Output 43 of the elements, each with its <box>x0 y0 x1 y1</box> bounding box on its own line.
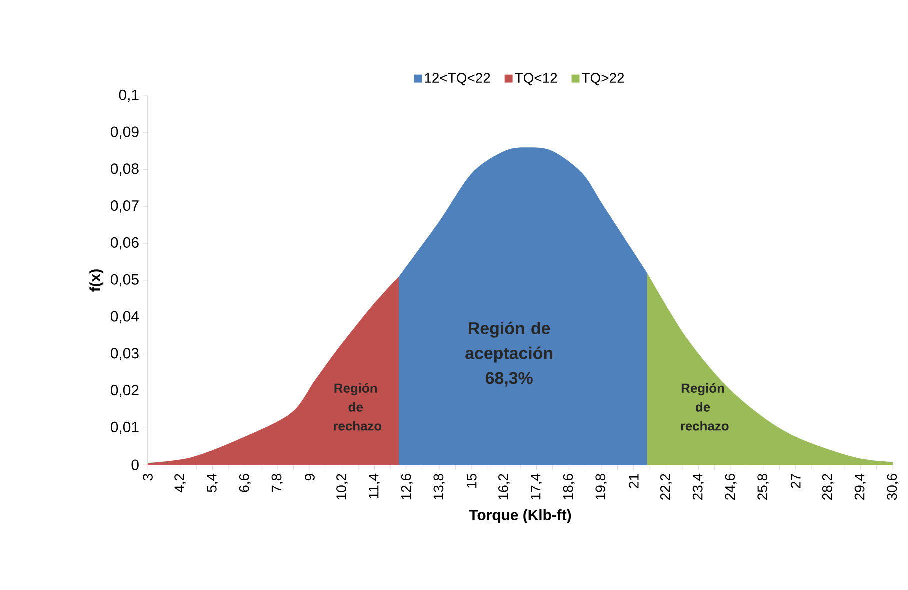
y-tick-label: 0,02 <box>110 385 139 398</box>
y-tick-label: 0,09 <box>110 126 139 140</box>
legend-label: TQ>22 <box>582 73 624 86</box>
x-tick-label: 25,8 <box>758 474 770 500</box>
x-axis-title: Torque (Klb-ft) <box>469 509 572 524</box>
y-tick-label: 0,05 <box>110 274 139 287</box>
y-tick-label: 0,04 <box>110 311 140 324</box>
legend-label: TQ<12 <box>515 73 558 86</box>
x-tick-label: 24,6 <box>725 474 737 500</box>
y-tick-label: 0 <box>132 460 139 470</box>
x-tick-label: 3 <box>143 474 153 481</box>
x-tick-label: 19,8 <box>596 474 608 500</box>
x-tick-label: 18,6 <box>563 474 575 500</box>
y-axis-title: f(x) <box>90 270 104 292</box>
x-tick-label: 12,6 <box>401 474 413 500</box>
x-tick-label: 22,2 <box>660 474 672 500</box>
x-tick-label: 28,2 <box>822 474 834 500</box>
y-tick-label: 0,07 <box>110 200 139 213</box>
x-tick-label: 7,8 <box>272 474 284 492</box>
legend-label: 12<TQ<22 <box>425 73 490 86</box>
x-tick-label: 30,6 <box>887 474 899 500</box>
x-tick-label: 21 <box>628 474 639 488</box>
annotation: Región de rechazo <box>681 383 729 431</box>
annotation: Región de rechazo <box>334 383 382 431</box>
x-tick-label: 17,4 <box>531 474 542 500</box>
x-tick-label: 13,8 <box>434 474 446 500</box>
y-tick-label: 0,06 <box>110 237 139 250</box>
y-tick-label: 0,03 <box>110 348 139 360</box>
x-tick-label: 4,2 <box>174 474 186 493</box>
y-tick-label: 0,01 <box>110 422 139 434</box>
x-tick-label: 9 <box>305 474 315 481</box>
y-tick-label: 0,1 <box>119 90 139 102</box>
x-tick-label: 27 <box>790 474 801 488</box>
x-tick-label: 29,4 <box>854 474 866 500</box>
x-tick-label: 11,4 <box>369 474 380 499</box>
x-tick-label: 16,2 <box>498 474 510 500</box>
y-tick-label: 0,08 <box>110 164 139 176</box>
x-tick-label: 23,4 <box>692 474 704 500</box>
x-tick-label: 10,2 <box>336 474 348 500</box>
x-tick-label: 15 <box>467 474 477 488</box>
x-tick-label: 5,4 <box>207 474 218 492</box>
annotation: Región de aceptación 68,3% <box>466 322 553 387</box>
x-tick-label: 6,6 <box>239 474 251 492</box>
